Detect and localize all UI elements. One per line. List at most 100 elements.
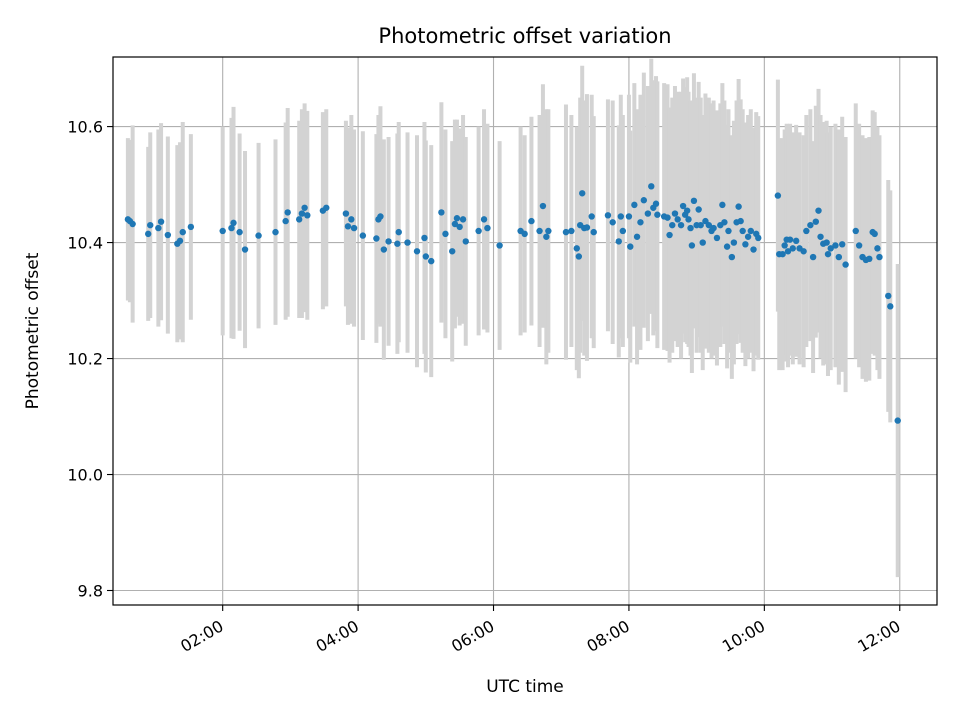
data-point	[615, 238, 622, 245]
data-point	[781, 242, 788, 249]
data-points	[124, 183, 901, 424]
data-point	[176, 237, 184, 245]
data-point	[885, 292, 892, 300]
data-point	[449, 248, 456, 255]
data-point	[377, 213, 384, 220]
data-point	[815, 207, 822, 214]
data-point	[824, 250, 832, 258]
data-point	[852, 227, 859, 235]
data-point	[710, 224, 717, 232]
data-point	[438, 209, 445, 216]
data-point	[835, 253, 843, 261]
data-point	[719, 201, 726, 209]
y-tick-label: 9.8	[78, 582, 103, 601]
data-point	[827, 245, 834, 252]
data-point	[295, 216, 303, 223]
data-point	[789, 245, 796, 252]
data-point	[812, 218, 820, 225]
data-point	[817, 233, 824, 240]
data-point	[640, 197, 648, 204]
data-point	[536, 227, 543, 235]
data-point	[625, 213, 633, 220]
data-point	[648, 183, 655, 190]
data-point	[779, 250, 786, 258]
data-point	[784, 248, 792, 255]
data-point	[876, 253, 883, 261]
data-point	[688, 242, 696, 249]
data-point	[179, 228, 186, 236]
data-point	[236, 228, 243, 236]
data-point	[588, 213, 595, 220]
data-point	[459, 216, 467, 223]
data-point	[855, 242, 863, 249]
data-point	[774, 192, 782, 199]
data-point	[803, 227, 810, 235]
data-point	[755, 234, 762, 242]
data-point	[344, 223, 352, 230]
data-point	[187, 223, 195, 231]
data-point	[147, 221, 154, 229]
data-point	[699, 239, 706, 246]
data-point	[730, 239, 738, 246]
y-tick-label: 10.2	[67, 350, 103, 369]
data-point	[219, 227, 226, 235]
data-point	[496, 242, 503, 249]
y-tick-label: 10.4	[67, 234, 103, 253]
data-point	[575, 253, 583, 260]
axes-frame	[112, 56, 938, 606]
x-axis-label: UTC time	[486, 677, 564, 697]
data-point	[298, 210, 306, 217]
data-point	[453, 215, 461, 222]
data-point	[894, 417, 901, 424]
data-point	[573, 245, 580, 252]
data-point	[462, 238, 469, 245]
data-point	[807, 221, 814, 229]
data-point	[723, 243, 731, 250]
data-point	[241, 246, 249, 253]
data-point	[742, 241, 749, 248]
data-point	[304, 212, 311, 219]
data-point	[604, 212, 612, 219]
data-point	[832, 242, 839, 249]
data-point	[737, 217, 744, 225]
data-point	[155, 224, 162, 232]
data-point	[725, 227, 732, 235]
data-point	[323, 204, 330, 211]
data-point	[842, 261, 849, 268]
data-point	[583, 224, 591, 231]
data-point	[792, 237, 800, 245]
data-point	[394, 240, 401, 247]
data-point	[669, 221, 676, 229]
chart-title: Photometric offset variation	[378, 24, 671, 48]
data-point	[301, 204, 308, 211]
data-point	[422, 253, 430, 260]
data-point	[750, 246, 757, 253]
data-point	[713, 234, 721, 242]
data-point	[644, 210, 652, 217]
data-point	[480, 216, 488, 223]
data-point	[164, 231, 172, 239]
data-point	[342, 210, 350, 217]
data-point	[871, 230, 878, 238]
data-point	[677, 221, 685, 229]
data-point	[562, 228, 570, 236]
data-point	[687, 224, 694, 232]
data-point	[373, 235, 380, 242]
data-point	[543, 233, 550, 240]
data-point	[744, 233, 752, 240]
data-point	[823, 239, 830, 246]
data-point	[654, 211, 661, 218]
data-point	[887, 303, 894, 310]
data-point	[545, 227, 552, 235]
data-point	[631, 201, 638, 209]
data-point	[633, 233, 641, 240]
data-point	[786, 236, 794, 243]
y-tick-label: 10.6	[67, 118, 103, 137]
data-point	[395, 228, 402, 236]
data-point	[739, 227, 746, 235]
data-point	[428, 257, 435, 265]
data-point	[359, 232, 367, 239]
data-point	[697, 221, 704, 229]
data-point	[874, 245, 881, 252]
